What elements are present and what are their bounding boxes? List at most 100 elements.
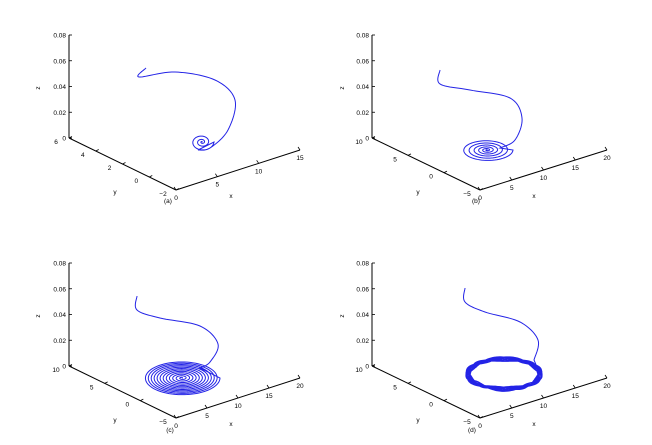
z-tick-label: 0 [62, 364, 66, 371]
subplot-caption: (d) [468, 427, 476, 434]
x-tick [215, 173, 218, 177]
y-tick-label: −5 [463, 191, 471, 198]
x-tick-label: 20 [603, 155, 611, 162]
y-axis [371, 365, 481, 419]
y-axis-label: y [113, 417, 117, 424]
z-tick-label: 0.06 [356, 286, 369, 293]
y-tick [407, 153, 412, 156]
z-tick-label: 0.04 [356, 312, 369, 319]
trajectory-line [134, 295, 221, 396]
y-tick-label: 6 [54, 139, 58, 146]
x-tick-label: 5 [510, 185, 514, 192]
z-tick-label: 0.06 [53, 286, 66, 293]
x-tick [173, 414, 177, 419]
x-tick [572, 384, 576, 389]
y-tick-label: −5 [159, 419, 167, 426]
x-tick [572, 156, 576, 161]
z-axis-label: z [35, 86, 42, 89]
x-tick [477, 186, 481, 191]
x-axis [175, 149, 301, 191]
y-tick-label: 10 [355, 139, 363, 146]
x-tick [604, 146, 608, 151]
y-axis-label: y [113, 189, 117, 196]
x-tick-label: 10 [540, 403, 548, 410]
x-tick-label: 10 [255, 168, 263, 175]
x-tick [509, 404, 513, 409]
z-tick-label: 0.08 [356, 261, 369, 268]
x-axis-label: x [229, 421, 233, 428]
x-tick [297, 374, 301, 379]
z-tick-label: 0.04 [53, 84, 66, 91]
z-tick-label: 0.02 [356, 338, 369, 345]
x-tick-label: 0 [174, 423, 178, 430]
z-tick-label: 0.02 [53, 110, 66, 117]
x-tick-label: 10 [234, 403, 242, 410]
z-tick-label: 0.02 [53, 338, 66, 345]
z-tick-label: 0.04 [356, 84, 369, 91]
x-tick-label: 5 [205, 413, 209, 420]
x-tick-label: 5 [510, 413, 514, 420]
y-tick [68, 136, 73, 139]
x-tick [204, 404, 208, 409]
y-tick-label: −2 [159, 191, 167, 198]
trajectory-line [137, 67, 237, 151]
trajectory-line [437, 69, 523, 161]
y-axis [371, 137, 481, 191]
x-tick-label: 0 [478, 423, 482, 430]
x-tick-label: 0 [478, 195, 482, 202]
y-tick [104, 381, 108, 384]
x-tick-label: 15 [572, 165, 580, 172]
x-tick [509, 176, 513, 181]
x-tick [541, 166, 544, 171]
y-tick [140, 398, 144, 402]
y-tick-label: 4 [81, 152, 85, 159]
z-axis-label: z [339, 86, 346, 89]
x-tick-label: 20 [296, 383, 304, 390]
z-tick-label: 0.04 [53, 312, 66, 319]
subplot-caption: (b) [472, 198, 480, 205]
z-tick-label: 0 [62, 136, 66, 143]
z-tick-label: 0.08 [53, 261, 66, 268]
x-tick [235, 394, 239, 399]
x-tick [256, 160, 259, 164]
y-axis-label: y [416, 189, 420, 196]
z-tick-label: 0.08 [53, 33, 66, 40]
y-tick-label: 0 [429, 174, 433, 181]
x-axis-label: x [532, 421, 536, 428]
y-tick [122, 162, 126, 165]
y-tick-label: 0 [134, 178, 138, 185]
x-tick-label: 10 [540, 175, 548, 182]
x-tick [297, 146, 301, 151]
y-tick [149, 175, 153, 178]
x-tick [266, 384, 270, 389]
z-tick-label: 0.08 [356, 33, 369, 40]
y-tick-label: 0 [126, 402, 130, 409]
y-tick [443, 398, 448, 402]
y-axis [68, 365, 177, 419]
y-tick-label: 5 [393, 156, 397, 163]
subplot-caption: (c) [166, 427, 174, 434]
x-tick-label: 15 [572, 393, 580, 400]
z-tick-label: 0.02 [356, 110, 369, 117]
y-tick [68, 364, 73, 367]
y-tick-label: −5 [463, 419, 471, 426]
z-tick-label: 0 [365, 364, 369, 371]
x-tick [477, 414, 481, 419]
x-tick-label: 5 [216, 182, 220, 189]
y-tick-label: 2 [108, 165, 112, 172]
x-tick-label: 20 [603, 383, 611, 390]
y-tick [95, 149, 99, 152]
y-tick-label: 5 [393, 384, 397, 391]
x-axis-label: x [532, 193, 536, 200]
z-tick-label: 0 [365, 136, 369, 143]
x-tick [541, 394, 544, 399]
y-axis-label: y [416, 417, 420, 424]
x-axis-label: x [229, 193, 233, 200]
x-tick-label: 0 [174, 195, 178, 202]
subplot-caption: (a) [164, 198, 172, 205]
